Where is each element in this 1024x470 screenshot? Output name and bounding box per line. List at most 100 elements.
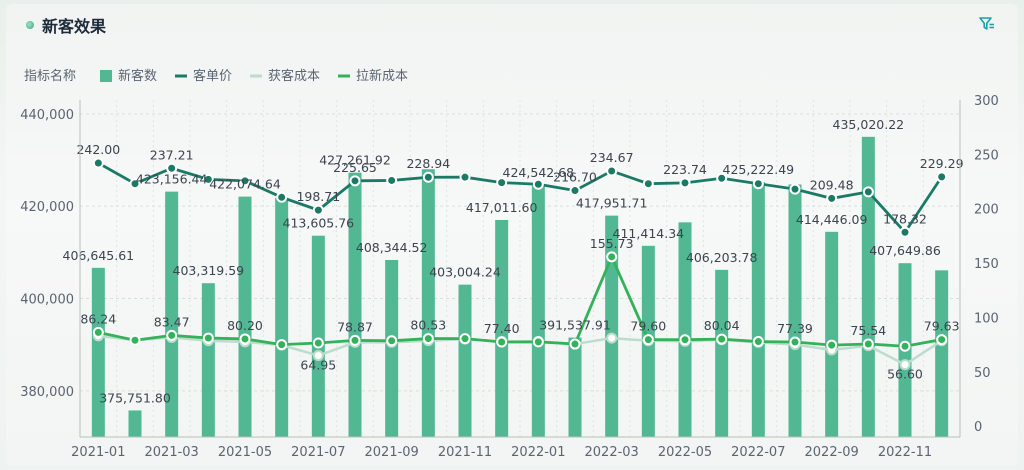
right-tick-label: 250 — [974, 148, 999, 163]
point — [752, 336, 764, 348]
left-tick-label: 400,000 — [20, 293, 74, 308]
line-label: 216.70 — [553, 170, 597, 185]
bar-label: 403,004.24 — [429, 265, 501, 280]
legend-item-3: 拉新成本 — [356, 68, 408, 84]
point — [716, 172, 728, 184]
line-label: 228.94 — [406, 156, 450, 171]
line-3 — [98, 253, 942, 348]
line-label: 242.00 — [76, 142, 120, 157]
point — [862, 186, 874, 198]
right-tick-label: 200 — [974, 203, 999, 218]
point — [239, 333, 251, 345]
point — [936, 334, 948, 346]
line-label: 155.73 — [590, 236, 634, 251]
point — [716, 333, 728, 345]
legend-item-2: 获客成本 — [268, 68, 320, 84]
point — [92, 326, 104, 338]
bar — [605, 215, 619, 437]
bar-label: 411,414.34 — [613, 226, 685, 241]
right-tick-label: 300 — [974, 94, 999, 109]
bar — [91, 267, 105, 437]
line-label: 64.95 — [300, 358, 336, 373]
line-label: 77.40 — [484, 321, 520, 336]
point — [789, 183, 801, 195]
bar — [421, 169, 435, 437]
bar — [678, 222, 692, 437]
point — [679, 334, 691, 346]
point — [862, 338, 874, 350]
line-series — [92, 157, 948, 371]
data-labels: 406,645.61 375,751.80 423,156.44 403,319.59… — [63, 117, 964, 406]
bar-label: 413,605.76 — [283, 216, 355, 231]
bar-label: 403,319.59 — [173, 263, 245, 278]
bar-label: 435,020.22 — [833, 117, 905, 132]
point — [276, 339, 288, 351]
bar — [825, 231, 839, 437]
point — [679, 177, 691, 189]
bar-label: 414,446.09 — [796, 212, 868, 227]
point — [459, 333, 471, 345]
legend-swatch-0 — [100, 70, 112, 82]
x-tick-label: 2022-09 — [805, 445, 859, 460]
bar — [715, 269, 729, 437]
bar — [935, 270, 949, 437]
point — [606, 165, 618, 177]
bar — [311, 235, 325, 437]
point — [569, 185, 581, 197]
point — [386, 174, 398, 186]
axes: 380,000 400,000 420,000 440,000 0 50 100 150 200… — [20, 94, 999, 460]
point — [349, 334, 361, 346]
legend-label: 指标名称 — [24, 68, 76, 84]
point — [496, 177, 508, 189]
line-label: 77.39 — [777, 321, 813, 336]
bar — [458, 284, 472, 437]
x-tick-label: 2021-03 — [145, 445, 199, 460]
point — [349, 175, 361, 187]
point — [239, 175, 251, 187]
left-tick-label: 420,000 — [20, 200, 74, 215]
x-tick-label: 2021-09 — [365, 445, 419, 460]
legend: 指标名称 新客数 客单价 获客成本 拉新成本 — [24, 68, 408, 84]
point — [496, 336, 508, 348]
point — [312, 350, 324, 362]
bar-label: 391,537.91 — [539, 318, 611, 333]
bar-label: 406,645.61 — [63, 248, 135, 263]
point — [642, 178, 654, 190]
point — [202, 173, 214, 185]
bar — [495, 219, 509, 437]
bar — [275, 197, 289, 437]
line-label: 79.63 — [924, 319, 960, 334]
bar-label: 407,649.86 — [869, 243, 941, 258]
bar-label: 408,344.52 — [356, 240, 428, 255]
point — [532, 178, 544, 190]
filter-icon[interactable] — [978, 15, 996, 33]
left-tick-label: 440,000 — [20, 108, 74, 123]
x-tick-label: 2022-11 — [878, 445, 932, 460]
point — [899, 359, 911, 371]
line-label: 86.24 — [80, 311, 116, 326]
bar — [568, 337, 582, 437]
point — [789, 336, 801, 348]
line-1 — [97, 161, 943, 235]
point — [422, 333, 434, 345]
line-label: 83.47 — [154, 314, 190, 329]
line-label: 78.87 — [337, 319, 373, 334]
point — [606, 332, 618, 344]
bar-label: 417,951.71 — [576, 196, 648, 211]
line-label: 56.60 — [887, 367, 923, 382]
page-title: 新客效果 — [42, 17, 107, 36]
line-label: 198.71 — [296, 189, 340, 204]
bar-label: 423,156.44 — [136, 172, 208, 187]
line-label: 79.60 — [630, 319, 666, 334]
line-label: 229.29 — [920, 156, 964, 171]
bar — [165, 191, 179, 437]
point — [752, 178, 764, 190]
line-label: 237.21 — [150, 147, 194, 162]
left-tick-label: 380,000 — [20, 385, 74, 400]
point — [569, 338, 581, 350]
point — [166, 162, 178, 174]
bar — [861, 136, 875, 437]
x-tick-label: 2022-07 — [731, 445, 785, 460]
bar — [385, 259, 399, 437]
